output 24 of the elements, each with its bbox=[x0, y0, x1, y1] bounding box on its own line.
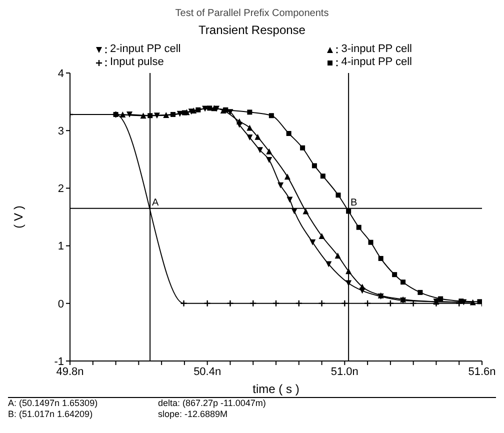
y-tick-label: 2 bbox=[58, 183, 64, 196]
x-axis-title: time ( s ) bbox=[252, 382, 300, 396]
legend-label: Input pulse bbox=[110, 56, 164, 69]
text: slope: -12.6889M bbox=[158, 409, 229, 420]
x-tick-label: 49.8n bbox=[56, 366, 84, 378]
legend-label: 4-input PP cell bbox=[341, 56, 412, 69]
y-tick-label: -1 bbox=[54, 356, 64, 368]
text: delta: (867.27p -11.0047m) bbox=[158, 398, 267, 409]
chart-title: Test of Parallel Prefix Components bbox=[174, 8, 330, 19]
ref-line-label: B bbox=[350, 197, 358, 208]
y-tick-label: 3 bbox=[58, 126, 64, 138]
text: A: (50.1497n 1.65309) bbox=[8, 398, 99, 409]
x-tick-label: 51.0n bbox=[330, 366, 358, 378]
legend-label: 3-input PP cell bbox=[341, 43, 412, 56]
y-tick-label: 1 bbox=[58, 240, 64, 253]
x-tick-label: 50.4n bbox=[194, 366, 222, 378]
chart-subtitle: Transient Response bbox=[198, 23, 306, 37]
ref-line-label: A bbox=[152, 197, 160, 208]
y-tick-label: 4 bbox=[58, 68, 64, 80]
legend-label: 2-input PP cell bbox=[110, 43, 181, 56]
y-tick-label: 0 bbox=[58, 298, 64, 310]
y-axis-title: ( V ) bbox=[11, 206, 26, 228]
text: B: (51.017n 1.64209) bbox=[8, 409, 94, 420]
x-tick-label: 51.6n bbox=[468, 366, 496, 378]
